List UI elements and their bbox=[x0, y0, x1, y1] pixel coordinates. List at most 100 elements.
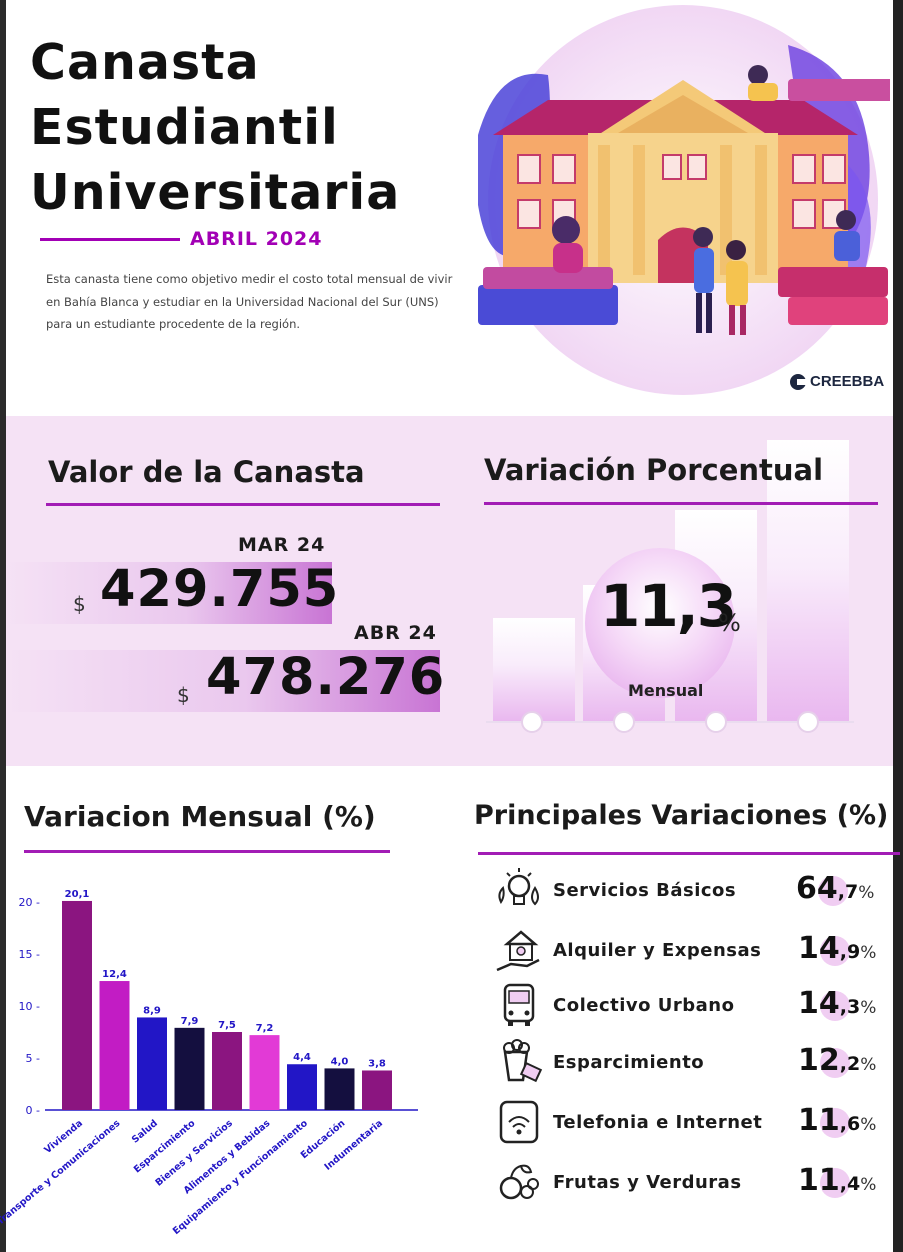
phone-wifi-icon bbox=[493, 1096, 545, 1148]
variation-item-label: Servicios Básicos bbox=[553, 880, 737, 901]
variation-item-value: 11,6% bbox=[798, 1103, 876, 1138]
principales-underline bbox=[478, 852, 900, 855]
utilities-icon bbox=[493, 864, 545, 916]
value-decimal: ,6 bbox=[839, 1113, 861, 1135]
variacion-heading: Variación Porcentual bbox=[484, 453, 824, 487]
variation-unit: % bbox=[718, 609, 741, 637]
bar-value-label: 12,4 bbox=[102, 969, 127, 980]
variation-item-value: 14,9% bbox=[798, 931, 876, 966]
title-line-2: Estudiantil bbox=[30, 99, 339, 156]
bar-2 bbox=[99, 981, 130, 1110]
value-percent: % bbox=[860, 998, 877, 1018]
principales-heading: Principales Variaciones (%) bbox=[474, 800, 889, 831]
bar-5 bbox=[212, 1032, 242, 1110]
value-highlight bbox=[820, 1048, 850, 1078]
value-percent: % bbox=[860, 1115, 877, 1135]
y-tick-label: 15 - bbox=[19, 948, 40, 961]
y-tick-label: 20 - bbox=[19, 896, 40, 909]
variation-period: Mensual bbox=[628, 681, 704, 700]
valor-heading: Valor de la Canasta bbox=[48, 455, 365, 489]
curr-period-label: ABR 24 bbox=[354, 622, 437, 644]
creebba-logo-text: CREEBBA bbox=[810, 373, 885, 390]
y-tick-label: 0 - bbox=[26, 1104, 40, 1117]
house-hand-icon bbox=[493, 924, 545, 976]
deco-bar-1 bbox=[493, 618, 575, 722]
university-illustration bbox=[478, 5, 890, 395]
value-integer: 12 bbox=[798, 1043, 840, 1078]
page-title: Canasta Estudiantil Universitaria bbox=[30, 30, 400, 225]
deco-dot-1 bbox=[521, 711, 543, 733]
bar-1 bbox=[62, 900, 92, 1110]
value-decimal: ,7 bbox=[837, 881, 859, 903]
bar-3 bbox=[137, 1017, 167, 1110]
value-decimal: ,9 bbox=[839, 941, 861, 963]
category-label: Equipamiento y Funcionamiento bbox=[171, 1118, 310, 1237]
chart-title: Variacion Mensual (%) bbox=[24, 800, 376, 833]
value-percent: % bbox=[858, 883, 875, 903]
bar-value-label: 20,1 bbox=[65, 889, 90, 900]
creebba-logo: CREEBBA bbox=[790, 373, 884, 390]
report-date: ABRIL 2024 bbox=[190, 228, 323, 250]
prev-currency: $ bbox=[73, 592, 86, 616]
prev-value: 429.755 bbox=[100, 560, 340, 619]
bar-8 bbox=[324, 1068, 355, 1110]
popcorn-ticket-icon bbox=[493, 1036, 545, 1088]
deco-dot-4 bbox=[797, 711, 819, 733]
bar-4 bbox=[174, 1027, 205, 1110]
value-integer: 11 bbox=[798, 1163, 840, 1198]
prev-value-pill bbox=[6, 562, 332, 624]
variation-value: 11,3 bbox=[600, 572, 737, 640]
value-integer: 14 bbox=[798, 931, 840, 966]
date-rule bbox=[40, 237, 180, 241]
value-integer: 11 bbox=[798, 1103, 840, 1138]
deco-axis bbox=[486, 721, 854, 723]
value-highlight bbox=[820, 1108, 850, 1138]
value-highlight bbox=[820, 936, 850, 966]
title-line-1: Canasta bbox=[30, 34, 260, 91]
variation-item-value: 14,3% bbox=[798, 986, 876, 1021]
bar-value-label: 4,0 bbox=[331, 1056, 349, 1067]
fruits-icon bbox=[493, 1156, 545, 1208]
prev-period-label: MAR 24 bbox=[238, 534, 326, 556]
variation-item-label: Telefonia e Internet bbox=[553, 1112, 763, 1133]
bar-value-label: 7,5 bbox=[218, 1020, 236, 1031]
value-percent: % bbox=[860, 943, 877, 963]
value-percent: % bbox=[860, 1055, 877, 1075]
value-integer: 14 bbox=[798, 986, 840, 1021]
variation-circle bbox=[585, 548, 735, 698]
variation-item-value: 12,2% bbox=[798, 1043, 876, 1078]
deco-dot-2 bbox=[613, 711, 635, 733]
variation-item-value: 64,7% bbox=[796, 871, 874, 906]
bar-value-label: 7,2 bbox=[256, 1023, 274, 1034]
variation-item-label: Alquiler y Expensas bbox=[553, 940, 762, 961]
chart-underline bbox=[24, 850, 390, 853]
variacion-underline bbox=[484, 502, 878, 505]
intro-text: Esta canasta tiene como objetivo medir e… bbox=[46, 272, 453, 331]
curr-value: 478.276 bbox=[206, 648, 446, 707]
bus-icon bbox=[493, 979, 545, 1031]
title-line-3: Universitaria bbox=[30, 164, 401, 221]
value-highlight bbox=[820, 1168, 850, 1198]
bar-6 bbox=[249, 1035, 280, 1110]
value-highlight bbox=[818, 876, 848, 906]
value-decimal: ,4 bbox=[839, 1173, 861, 1195]
bar-9 bbox=[362, 1070, 392, 1110]
variation-item-value: 11,4% bbox=[798, 1163, 876, 1198]
value-highlight bbox=[820, 991, 850, 1021]
value-decimal: ,2 bbox=[839, 1053, 861, 1075]
bar-value-label: 3,8 bbox=[368, 1058, 386, 1069]
category-label: Salud bbox=[130, 1118, 160, 1146]
value-percent: % bbox=[860, 1175, 877, 1195]
right-edge bbox=[893, 0, 903, 1252]
variation-item-label: Colectivo Urbano bbox=[553, 995, 735, 1016]
curr-value-pill bbox=[6, 650, 440, 712]
value-integer: 64 bbox=[796, 871, 838, 906]
y-tick-label: 5 - bbox=[26, 1052, 40, 1065]
date-line: ABRIL 2024 bbox=[40, 228, 323, 250]
bar-7 bbox=[287, 1064, 317, 1110]
deco-bar-4 bbox=[767, 440, 849, 722]
variation-item-label: Esparcimiento bbox=[553, 1052, 705, 1073]
deco-dot-3 bbox=[705, 711, 727, 733]
bar-value-label: 7,9 bbox=[181, 1016, 199, 1027]
bar-value-label: 4,4 bbox=[293, 1052, 311, 1063]
